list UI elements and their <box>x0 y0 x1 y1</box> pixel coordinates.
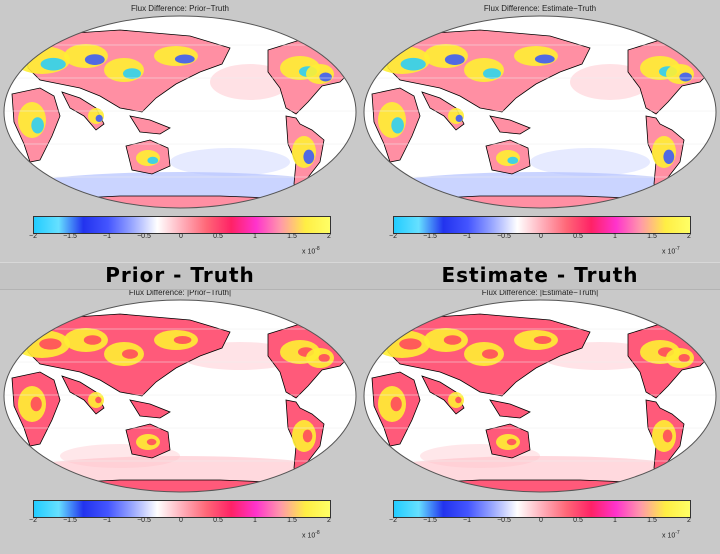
colorbar-exponent: x 10-8 <box>302 530 320 540</box>
colorbar-tick-label: 1 <box>253 233 257 240</box>
world-map <box>363 15 717 209</box>
colorbar-tick-label: 1.5 <box>647 517 657 524</box>
colorbar-tick-label: −1 <box>103 233 111 240</box>
label-estimate-truth: Estimate - Truth <box>441 263 639 287</box>
colorbar-tick-label: −2 <box>389 517 397 524</box>
colorbar-tick-label: −0.5 <box>137 233 151 240</box>
colorbar-tick-label: 0.5 <box>213 517 223 524</box>
colorbar-tick-label: 1.5 <box>287 517 297 524</box>
label-band <box>0 262 720 290</box>
colorbar-tick-label: −0.5 <box>497 517 511 524</box>
panel-title: Flux Difference: |Estimate−Truth| <box>481 288 599 297</box>
world-map <box>3 299 357 493</box>
colorbar-tick-label: −2 <box>29 233 37 240</box>
colorbar-tick-label: −0.5 <box>137 517 151 524</box>
colorbar-tick-label: −0.5 <box>497 233 511 240</box>
colorbar-tick-label: 1 <box>613 233 617 240</box>
world-map <box>363 299 717 493</box>
colorbar-tick-label: 1 <box>613 517 617 524</box>
colorbar <box>33 216 331 234</box>
colorbar-tick-label: −1.5 <box>423 517 437 524</box>
colorbar-tick-label: 0 <box>179 517 183 524</box>
colorbar-exponent: x 10-8 <box>302 246 320 256</box>
colorbar-tick-label: −1 <box>463 517 471 524</box>
colorbar-tick-label: −2 <box>389 233 397 240</box>
colorbar-tick-label: 0.5 <box>573 233 583 240</box>
colorbar-tick-label: 0 <box>539 233 543 240</box>
colorbar-tick-label: −2 <box>29 517 37 524</box>
colorbar-tick-label: 1 <box>253 517 257 524</box>
colorbar-tick-label: 2 <box>327 517 331 524</box>
colorbar-tick-label: −1.5 <box>63 233 77 240</box>
map-panel-estimate-signed: Flux Difference: Estimate−Truth −2 −1.5 −1… <box>360 0 720 270</box>
colorbar-tick-label: −1.5 <box>63 517 77 524</box>
colorbar-tick-label: 2 <box>687 517 691 524</box>
colorbar-tick-label: 0.5 <box>213 233 223 240</box>
colorbar-tick-label: 0 <box>179 233 183 240</box>
panel-title: Flux Difference: |Prior−Truth| <box>128 288 232 297</box>
colorbar-tick-label: −1 <box>463 233 471 240</box>
colorbar-tick-label: 0 <box>539 517 543 524</box>
colorbar-tick-label: 2 <box>327 233 331 240</box>
colorbar-tick-label: −1.5 <box>423 233 437 240</box>
colorbar-tick-label: 1.5 <box>287 233 297 240</box>
colorbar-tick-label: 1.5 <box>647 233 657 240</box>
world-map <box>3 15 357 209</box>
map-panel-prior-abs: Flux Difference: |Prior−Truth| −2 −1.5 −1 −… <box>0 284 360 554</box>
panel-title: Flux Difference: Estimate−Truth <box>483 4 597 13</box>
colorbar-exponent: x 10-7 <box>662 246 680 256</box>
label-prior-truth: Prior - Truth <box>105 263 255 287</box>
colorbar-exponent: x 10-7 <box>662 530 680 540</box>
colorbar-tick-label: 0.5 <box>573 517 583 524</box>
colorbar <box>33 500 331 518</box>
map-panel-estimate-abs: Flux Difference: |Estimate−Truth| −2 −1.5… <box>360 284 720 554</box>
colorbar <box>393 500 691 518</box>
panel-title: Flux Difference: Prior−Truth <box>130 4 230 13</box>
colorbar-tick-label: −1 <box>103 517 111 524</box>
colorbar-tick-label: 2 <box>687 233 691 240</box>
map-panel-prior-signed: Flux Difference: Prior−Truth −2 −1.5 −1 −0.… <box>0 0 360 270</box>
colorbar <box>393 216 691 234</box>
